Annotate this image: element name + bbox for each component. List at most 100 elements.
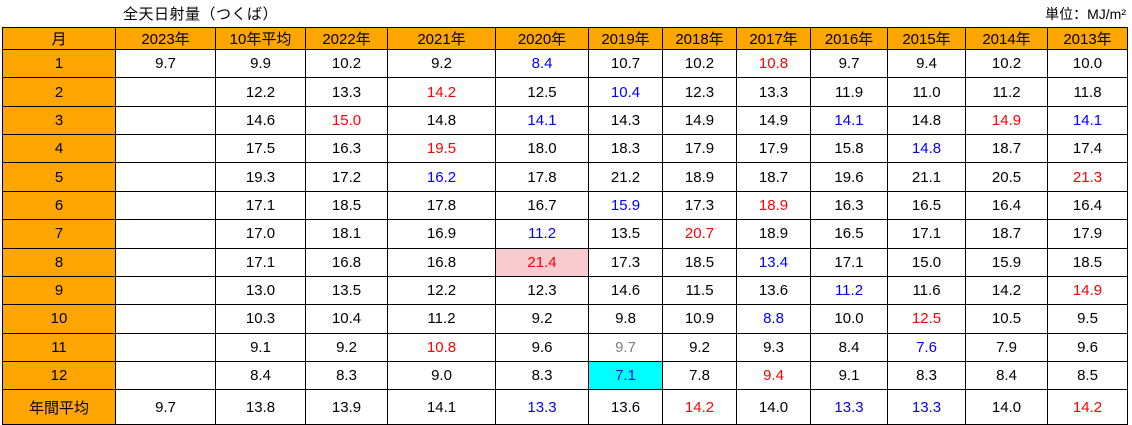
cell-y2021-row12[interactable]: 9.0 (387, 360, 496, 391)
cell-y2015-row11[interactable]: 7.6 (887, 332, 966, 362)
cell-y2020-row2[interactable]: 12.5 (495, 77, 589, 107)
cell-y2014-row5[interactable]: 20.5 (965, 162, 1048, 192)
column-header-y2015[interactable]: 2015年 (887, 27, 966, 50)
cell-avg10-row11[interactable]: 9.1 (215, 332, 306, 362)
cell-y2013-row12[interactable]: 8.5 (1047, 360, 1128, 391)
cell-y2017-row11[interactable]: 9.3 (736, 332, 811, 362)
row-header-10[interactable]: 10 (2, 304, 116, 334)
cell-y2020-row年間平均[interactable]: 13.3 (495, 389, 589, 425)
cell-y2014-row12[interactable]: 8.4 (965, 360, 1048, 391)
cell-avg10-row8[interactable]: 17.1 (215, 247, 306, 277)
row-header-6[interactable]: 6 (2, 190, 116, 221)
cell-y2016-row1[interactable]: 9.7 (810, 48, 888, 79)
row-header-1[interactable]: 1 (2, 48, 116, 79)
cell-y2023-row8[interactable] (115, 247, 216, 277)
cell-y2013-row2[interactable]: 11.8 (1047, 77, 1128, 107)
cell-y2022-row9[interactable]: 13.5 (305, 275, 388, 306)
cell-y2017-row2[interactable]: 13.3 (736, 77, 811, 107)
cell-y2017-row年間平均[interactable]: 14.0 (736, 389, 811, 425)
cell-y2013-row8[interactable]: 18.5 (1047, 247, 1128, 277)
cell-y2019-row5[interactable]: 21.2 (588, 162, 663, 192)
column-header-y2013[interactable]: 2013年 (1047, 27, 1128, 50)
cell-avg10-row年間平均[interactable]: 13.8 (215, 389, 306, 425)
cell-avg10-row9[interactable]: 13.0 (215, 275, 306, 306)
column-header-y2023[interactable]: 2023年 (115, 27, 216, 50)
cell-y2020-row6[interactable]: 16.7 (495, 190, 589, 221)
cell-y2023-row11[interactable] (115, 332, 216, 362)
column-header-y2018[interactable]: 2018年 (662, 27, 737, 50)
cell-y2021-row年間平均[interactable]: 14.1 (387, 389, 496, 425)
cell-y2023-row4[interactable] (115, 134, 216, 164)
cell-y2021-row10[interactable]: 11.2 (387, 304, 496, 334)
cell-avg10-row1[interactable]: 9.9 (215, 48, 306, 79)
cell-y2023-row1[interactable]: 9.7 (115, 48, 216, 79)
cell-y2021-row11[interactable]: 10.8 (387, 332, 496, 362)
cell-y2018-row3[interactable]: 14.9 (662, 105, 737, 136)
row-header-5[interactable]: 5 (2, 162, 116, 192)
row-header-12[interactable]: 12 (2, 360, 116, 391)
cell-y2013-row10[interactable]: 9.5 (1047, 304, 1128, 334)
cell-y2013-row年間平均[interactable]: 14.2 (1047, 389, 1128, 425)
row-header-11[interactable]: 11 (2, 332, 116, 362)
cell-y2016-row12[interactable]: 9.1 (810, 360, 888, 391)
cell-y2016-row8[interactable]: 17.1 (810, 247, 888, 277)
cell-y2014-row3[interactable]: 14.9 (965, 105, 1048, 136)
cell-y2019-row1[interactable]: 10.7 (588, 48, 663, 79)
cell-y2016-row3[interactable]: 14.1 (810, 105, 888, 136)
cell-y2017-row9[interactable]: 13.6 (736, 275, 811, 306)
cell-y2019-row4[interactable]: 18.3 (588, 134, 663, 164)
row-header-年間平均[interactable]: 年間平均 (2, 389, 116, 425)
cell-y2016-row11[interactable]: 8.4 (810, 332, 888, 362)
column-header-y2021[interactable]: 2021年 (387, 27, 496, 50)
cell-y2018-row1[interactable]: 10.2 (662, 48, 737, 79)
cell-y2022-row3[interactable]: 15.0 (305, 105, 388, 136)
cell-y2021-row4[interactable]: 19.5 (387, 134, 496, 164)
cell-y2020-row5[interactable]: 17.8 (495, 162, 589, 192)
cell-y2020-row7[interactable]: 11.2 (495, 219, 589, 249)
cell-y2018-row4[interactable]: 17.9 (662, 134, 737, 164)
cell-y2016-row9[interactable]: 11.2 (810, 275, 888, 306)
cell-y2013-row3[interactable]: 14.1 (1047, 105, 1128, 136)
cell-y2022-row6[interactable]: 18.5 (305, 190, 388, 221)
cell-y2014-row11[interactable]: 7.9 (965, 332, 1048, 362)
cell-y2015-row9[interactable]: 11.6 (887, 275, 966, 306)
cell-y2017-row8[interactable]: 13.4 (736, 247, 811, 277)
cell-y2015-row8[interactable]: 15.0 (887, 247, 966, 277)
row-header-4[interactable]: 4 (2, 134, 116, 164)
cell-y2018-row12[interactable]: 7.8 (662, 360, 737, 391)
cell-y2018-row10[interactable]: 10.9 (662, 304, 737, 334)
column-header-y2017[interactable]: 2017年 (736, 27, 811, 50)
cell-y2014-row1[interactable]: 10.2 (965, 48, 1048, 79)
cell-y2021-row5[interactable]: 16.2 (387, 162, 496, 192)
cell-y2023-row年間平均[interactable]: 9.7 (115, 389, 216, 425)
cell-y2020-row4[interactable]: 18.0 (495, 134, 589, 164)
cell-y2023-row9[interactable] (115, 275, 216, 306)
cell-y2016-row4[interactable]: 15.8 (810, 134, 888, 164)
cell-y2021-row8[interactable]: 16.8 (387, 247, 496, 277)
cell-y2021-row3[interactable]: 14.8 (387, 105, 496, 136)
cell-y2016-row2[interactable]: 11.9 (810, 77, 888, 107)
cell-y2016-row10[interactable]: 10.0 (810, 304, 888, 334)
cell-y2014-row年間平均[interactable]: 14.0 (965, 389, 1048, 425)
cell-y2018-row2[interactable]: 12.3 (662, 77, 737, 107)
cell-y2022-row8[interactable]: 16.8 (305, 247, 388, 277)
cell-avg10-row3[interactable]: 14.6 (215, 105, 306, 136)
cell-y2014-row2[interactable]: 11.2 (965, 77, 1048, 107)
cell-y2019-row年間平均[interactable]: 13.6 (588, 389, 663, 425)
cell-y2015-row7[interactable]: 17.1 (887, 219, 966, 249)
cell-y2014-row8[interactable]: 15.9 (965, 247, 1048, 277)
cell-y2017-row3[interactable]: 14.9 (736, 105, 811, 136)
cell-y2016-row6[interactable]: 16.3 (810, 190, 888, 221)
column-header-y2014[interactable]: 2014年 (965, 27, 1048, 50)
cell-y2016-row7[interactable]: 16.5 (810, 219, 888, 249)
cell-y2023-row12[interactable] (115, 360, 216, 391)
cell-y2022-row2[interactable]: 13.3 (305, 77, 388, 107)
cell-y2015-row3[interactable]: 14.8 (887, 105, 966, 136)
cell-y2019-row11[interactable]: 9.7 (588, 332, 663, 362)
cell-y2022-row12[interactable]: 8.3 (305, 360, 388, 391)
row-header-7[interactable]: 7 (2, 219, 116, 249)
column-header-y2020[interactable]: 2020年 (495, 27, 589, 50)
cell-y2015-row5[interactable]: 21.1 (887, 162, 966, 192)
cell-y2021-row6[interactable]: 17.8 (387, 190, 496, 221)
cell-y2018-row6[interactable]: 17.3 (662, 190, 737, 221)
